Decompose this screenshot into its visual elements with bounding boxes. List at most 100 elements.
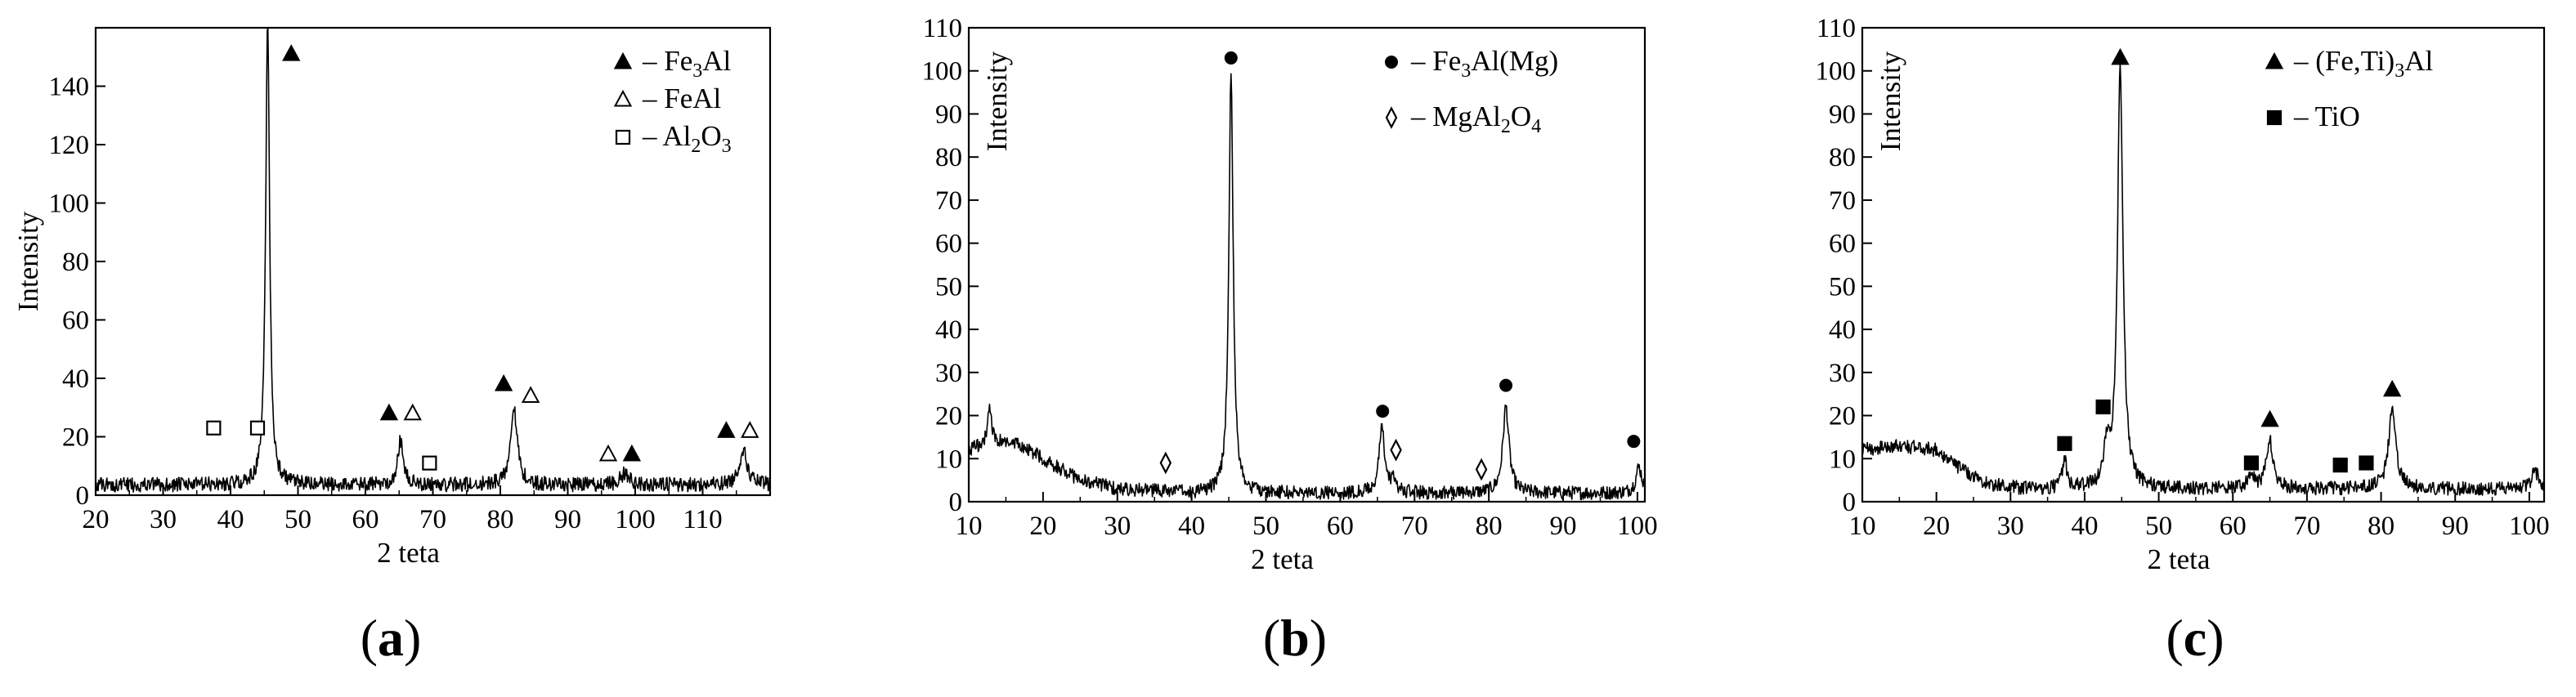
y-axis-label: Intensity bbox=[12, 211, 44, 311]
x-tick-label: 20 bbox=[1029, 512, 1056, 541]
x-tick-label: 50 bbox=[2145, 512, 2172, 541]
legend-label-rest: Al bbox=[2404, 45, 2433, 77]
x-tick-label: 10 bbox=[1849, 512, 1876, 541]
y-tick-label: 60 bbox=[1829, 230, 1856, 259]
y-tick-label: 90 bbox=[935, 100, 962, 129]
plot-frame bbox=[967, 26, 1646, 503]
x-tick-label: 100 bbox=[2509, 512, 2550, 541]
y-tick-label: 0 bbox=[76, 481, 90, 511]
peak-marker-triangle-filled bbox=[2260, 409, 2279, 427]
peak-marker-square-open bbox=[422, 455, 437, 471]
legend-label: – (Fe,Ti) bbox=[2293, 45, 2395, 77]
peak-marker-circle-filled bbox=[1224, 51, 1238, 65]
panel-label-paren: ) bbox=[2206, 609, 2224, 667]
peak-marker-triangle-filled bbox=[622, 444, 642, 462]
x-tick-label: 110 bbox=[683, 505, 722, 534]
y-tick-label: 140 bbox=[49, 73, 90, 102]
y-tick-label: 50 bbox=[1829, 272, 1856, 302]
x-tick-label: 30 bbox=[150, 505, 177, 534]
y-tick-label: 40 bbox=[62, 364, 89, 394]
panel-label-letter: c bbox=[2184, 609, 2206, 667]
y-tick-label: 50 bbox=[935, 272, 962, 302]
panel-label-paren: ( bbox=[2166, 609, 2183, 667]
x-tick-label: 70 bbox=[1401, 512, 1428, 541]
legend: – Fe3Al(Mg) – MgAl2O4 bbox=[1385, 45, 1558, 137]
chart-panel-1: 20 30 40 50 60 70 80 90 100 110020406080100120140… bbox=[12, 26, 772, 667]
legend-entry: – Fe3Al(Mg) bbox=[1410, 45, 1558, 82]
y-tick-label: 70 bbox=[1829, 186, 1856, 216]
x-tick-label: 40 bbox=[217, 505, 244, 534]
legend-symbol-triangle-filled bbox=[613, 51, 633, 69]
y-tick-label: 100 bbox=[49, 190, 90, 219]
y-tick-label: 90 bbox=[1829, 100, 1856, 129]
x-tick-label: 90 bbox=[2442, 512, 2469, 541]
legend-label: – Fe bbox=[642, 45, 692, 77]
legend-symbol-triangle-open bbox=[613, 89, 633, 107]
legend-entry: – Fe3Al bbox=[642, 45, 732, 82]
y-tick-label: 0 bbox=[1843, 488, 1857, 517]
chart-panel-2: 10 20 30 40 50 60 70 80 90 1000102030405060708090… bbox=[922, 14, 1658, 667]
panel-label-letter: b bbox=[1280, 609, 1310, 667]
y-tick-label: 30 bbox=[1829, 359, 1856, 388]
y-tick-label: 70 bbox=[935, 186, 962, 216]
x-tick-label: 20 bbox=[83, 505, 110, 534]
y-axis-label: Intensity bbox=[1875, 51, 1906, 151]
legend-subscript: 3 bbox=[692, 60, 702, 82]
x-tick-label: 70 bbox=[2293, 512, 2320, 541]
peak-marker-triangle-open bbox=[598, 444, 618, 462]
y-tick-label: 100 bbox=[922, 57, 963, 87]
y-tick-label: 20 bbox=[1829, 402, 1856, 431]
legend-symbol-square-open bbox=[615, 129, 631, 145]
x-axis-label: 2 teta bbox=[377, 537, 440, 569]
legend-label-rest: Al(Mg) bbox=[1471, 45, 1558, 77]
legend: – (Fe,Ti)3Al – TiO bbox=[2265, 45, 2433, 132]
y-tick-label: 110 bbox=[923, 14, 962, 43]
y-tick-label: 40 bbox=[935, 315, 962, 345]
x-tick-label: 30 bbox=[1997, 512, 2024, 541]
legend-subscript: 3 bbox=[2395, 60, 2404, 82]
peak-marker-square-open bbox=[206, 420, 222, 436]
y-tick-label: 120 bbox=[49, 131, 90, 160]
legend-entry: – MgAl2O4 bbox=[1410, 101, 1541, 137]
legend-subscript: 2 bbox=[1501, 116, 1511, 137]
y-tick-label: 20 bbox=[935, 402, 962, 431]
y-tick-label: 100 bbox=[1816, 57, 1857, 87]
legend-symbol-square-filled bbox=[2266, 109, 2283, 126]
x-tick-label: 80 bbox=[487, 505, 514, 534]
y-tick-label: 40 bbox=[1829, 315, 1856, 345]
legend-symbol-triangle-filled bbox=[2265, 51, 2284, 69]
peak-marker-triangle-filled bbox=[2382, 379, 2402, 397]
peak-marker-circle-filled bbox=[1627, 435, 1641, 449]
x-tick-label: 60 bbox=[352, 505, 379, 534]
x-tick-label: 60 bbox=[1327, 512, 1354, 541]
peak-marker-triangle-filled bbox=[282, 44, 301, 61]
peak-marker-triangle-filled bbox=[717, 421, 736, 438]
y-tick-label: 110 bbox=[1817, 14, 1856, 43]
x-tick-label: 50 bbox=[1252, 512, 1279, 541]
legend-label: – Al bbox=[642, 120, 692, 152]
legend-symbol-diamond-open bbox=[1385, 106, 1398, 129]
legend-label-rest: O bbox=[701, 120, 721, 152]
panel-label: (b) bbox=[1263, 609, 1327, 667]
panel-label: (a) bbox=[361, 609, 422, 667]
peak-marker-square-filled bbox=[2095, 399, 2111, 415]
legend-entry: – TiO bbox=[2293, 101, 2360, 132]
peak-marker-circle-filled bbox=[1376, 404, 1390, 418]
x-tick-label: 40 bbox=[2071, 512, 2098, 541]
legend: – Fe3Al– FeAl– Al2O3 bbox=[613, 45, 732, 157]
legend-subscript: 3 bbox=[1461, 60, 1471, 82]
series-line bbox=[968, 73, 1646, 501]
peak-marker-diamond-open bbox=[1159, 451, 1172, 475]
y-tick-label: 80 bbox=[1829, 143, 1856, 172]
y-tick-label: 0 bbox=[949, 488, 963, 517]
peak-marker-triangle-open bbox=[521, 386, 540, 403]
x-tick-label: 70 bbox=[419, 505, 446, 534]
legend-entry: – Al2O3 bbox=[642, 120, 732, 157]
y-tick-label: 10 bbox=[935, 445, 962, 474]
x-tick-label: 30 bbox=[1104, 512, 1131, 541]
peak-marker-triangle-filled bbox=[2111, 47, 2130, 65]
y-tick-label: 80 bbox=[935, 143, 962, 172]
x-tick-label: 60 bbox=[2220, 512, 2247, 541]
series-line bbox=[95, 27, 771, 493]
